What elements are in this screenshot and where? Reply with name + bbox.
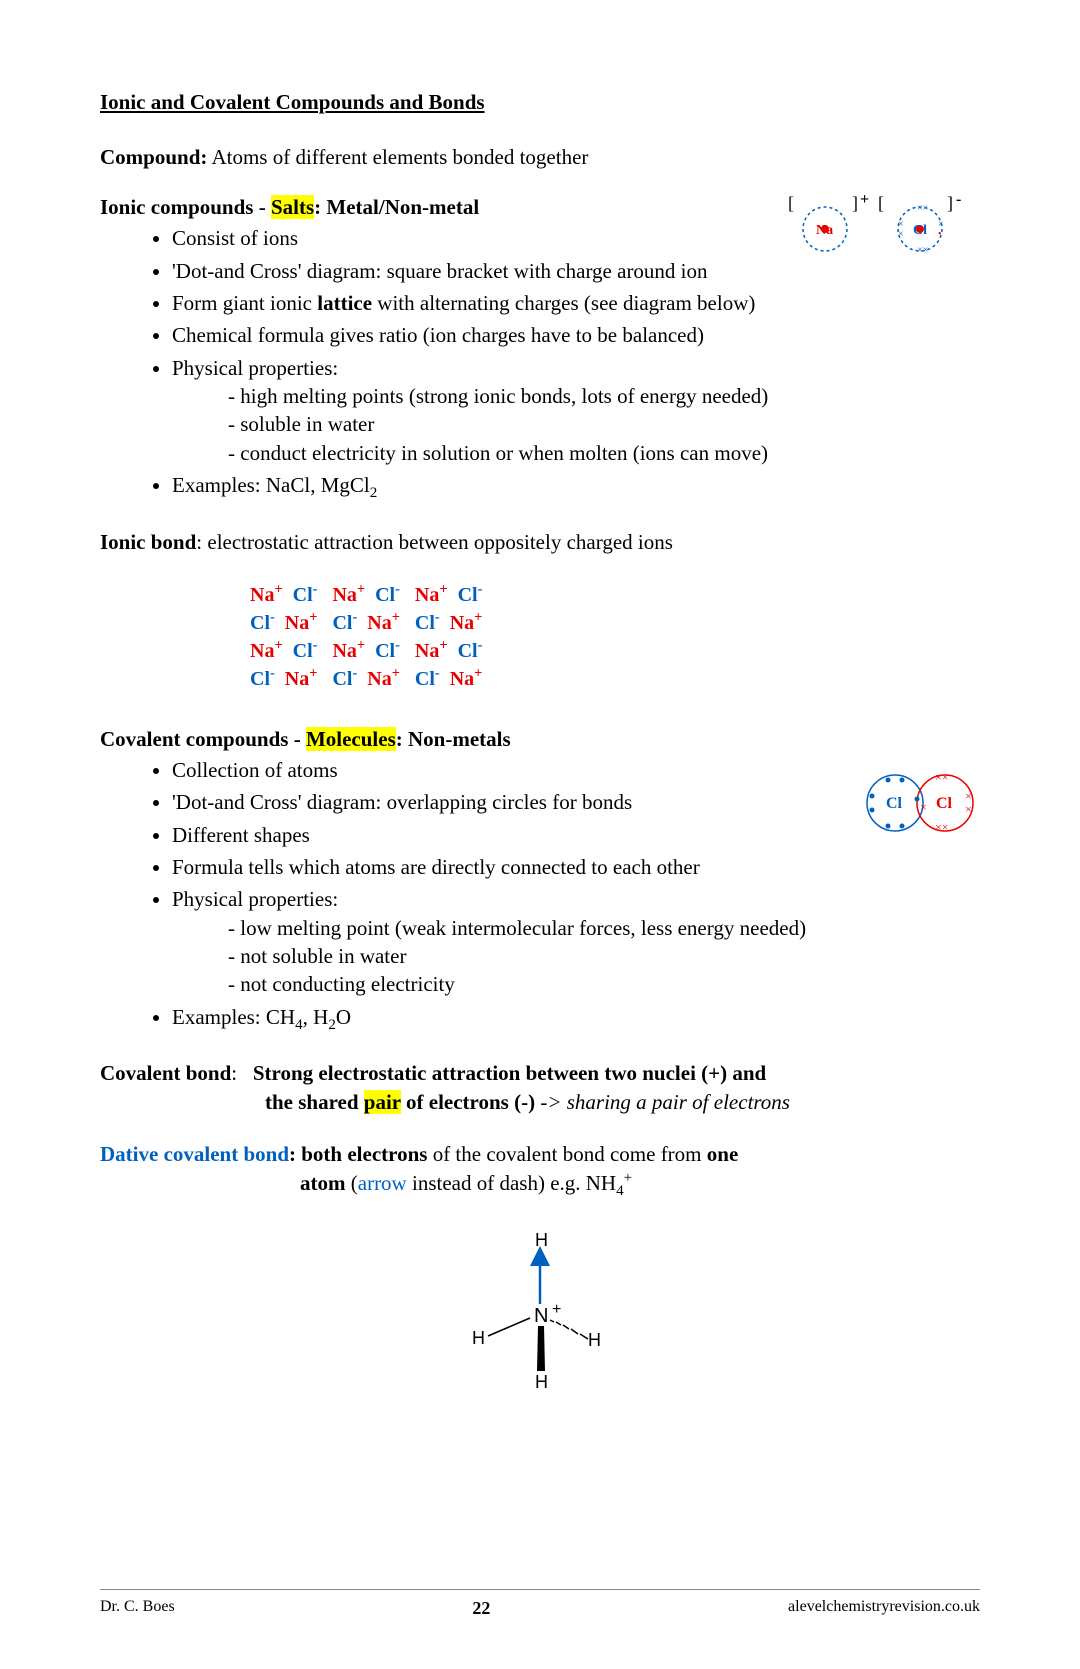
text: with alternating charges (see diagram be… [372, 291, 755, 315]
ionic-head-prefix: Ionic compounds - [100, 195, 271, 219]
sub-item: - high melting points (strong ionic bond… [172, 382, 980, 410]
subscript: 2 [370, 485, 378, 501]
svg-text:Cl: Cl [936, 795, 953, 812]
svg-text:×: × [920, 800, 927, 814]
svg-text:-: - [956, 191, 961, 208]
subscript: 4 [616, 1184, 624, 1200]
dative-bond-definition: Dative covalent bond: both electrons of … [100, 1140, 980, 1202]
ionic-bond-label: Ionic bond [100, 530, 196, 554]
compound-label: Compound: [100, 145, 207, 169]
svg-text:×: × [965, 789, 972, 803]
cov-bond-label: Covalent bond [100, 1061, 231, 1085]
list-item: Chemical formula gives ratio (ion charge… [172, 321, 980, 349]
text: Physical properties: [172, 887, 338, 911]
text: Form giant ionic [172, 291, 317, 315]
list-item: Examples: CH4, H2O [172, 1003, 980, 1036]
nh4-diagram: N + H H H H [100, 1226, 980, 1402]
svg-text:×: × [965, 802, 972, 816]
text: 'Dot-and Cross' diagram: overlapping cir… [172, 790, 632, 814]
text: Physical properties: [172, 356, 338, 380]
svg-text:××: ×× [917, 245, 928, 256]
h-atom: H [588, 1330, 601, 1350]
svg-text:Cl: Cl [886, 795, 903, 812]
ionic-dot-cross-diagram: [ Na ] + [ Cl ×× ×× × × × • ] - [780, 189, 980, 275]
text: Examples: NaCl, MgCl [172, 473, 370, 497]
list-item: Formula tells which atoms are directly c… [172, 853, 980, 881]
ionic-head-suffix: : Metal/Non-metal [314, 195, 479, 219]
svg-text:•: • [938, 229, 942, 240]
text-highlight: pair [364, 1090, 401, 1114]
page-title: Ionic and Covalent Compounds and Bonds [100, 90, 980, 115]
dative-label: Dative covalent bond [100, 1142, 289, 1166]
compound-def-text: Atoms of different elements bonded toget… [207, 145, 588, 169]
text: Examples: CH [172, 1005, 295, 1029]
cov-head-prefix: Covalent compounds - [100, 727, 306, 751]
svg-text:+: + [860, 191, 869, 208]
text: the shared [265, 1090, 364, 1114]
svg-text:×: × [898, 229, 904, 240]
svg-text:]: ] [852, 193, 858, 213]
footer-author: Dr. C. Boes [100, 1598, 175, 1619]
text: of the covalent bond come from [427, 1142, 706, 1166]
list-item: Physical properties: - low melting point… [172, 885, 980, 998]
list-item: Form giant ionic lattice with alternatin… [172, 289, 980, 317]
cov-bond-line1: Strong electrostatic attraction between … [253, 1061, 766, 1085]
h-atom: H [535, 1230, 548, 1250]
svg-text:××: ×× [935, 820, 949, 834]
ionic-bond-text: : electrostatic attraction between oppos… [196, 530, 673, 554]
h-atom: H [472, 1328, 485, 1348]
covalent-bond-definition: Covalent bond: Strong electrostatic attr… [100, 1059, 980, 1116]
text-bold: lattice [317, 291, 372, 315]
svg-text:[: [ [878, 193, 884, 213]
n-atom: N [534, 1305, 548, 1327]
footer-url: alevelchemistryrevision.co.uk [788, 1598, 980, 1619]
page-footer: Dr. C. Boes 22 alevelchemistryrevision.c… [100, 1589, 980, 1619]
sub-item: - conduct electricity in solution or whe… [172, 439, 980, 467]
text: , H [303, 1005, 329, 1029]
ionic-head-highlight: Salts [271, 195, 314, 219]
covalent-compounds-header: Covalent compounds - Molecules: Non-meta… [100, 727, 980, 752]
svg-text:]: ] [947, 193, 953, 213]
ionic-lattice-diagram: Na+Cl- Na+Cl- Na+Cl- Cl-Na+ Cl-Na+ Cl-Na… [250, 580, 980, 693]
cov-head-highlight: Molecules [306, 727, 396, 751]
text: O [336, 1005, 351, 1029]
svg-text:××: ×× [935, 770, 949, 784]
svg-text:+: + [552, 1301, 561, 1318]
covalent-dot-cross-diagram: Cl Cl × ×× ×× × × [850, 768, 990, 845]
text: of electrons (-) [401, 1090, 535, 1114]
list-item: Examples: NaCl, MgCl2 [172, 471, 980, 504]
ionic-bond-definition: Ionic bond: electrostatic attraction bet… [100, 528, 980, 556]
text: both electrons [301, 1142, 427, 1166]
text: ( [346, 1171, 358, 1195]
text: one [707, 1142, 739, 1166]
text: : [289, 1142, 301, 1166]
list-item: 'Dot-and Cross' diagram: overlapping cir… [172, 788, 980, 816]
cov-head-suffix: : Non-metals [396, 727, 511, 751]
compound-definition: Compound: Atoms of different elements bo… [100, 143, 980, 171]
text: instead of dash) e.g. NH [407, 1171, 616, 1195]
footer-page-number: 22 [472, 1598, 490, 1619]
sub-item: - low melting point (weak intermolecular… [172, 914, 980, 942]
text: -> [535, 1090, 567, 1114]
sub-item: - soluble in water [172, 410, 980, 438]
sub-item: - not soluble in water [172, 942, 980, 970]
text: atom [300, 1171, 346, 1195]
text-italic: sharing a pair of electrons [567, 1090, 790, 1114]
sub-item: - not conducting electricity [172, 970, 980, 998]
text-blue: arrow [358, 1171, 407, 1195]
subscript: 2 [328, 1017, 336, 1033]
na-label: Na [816, 223, 833, 238]
superscript: + [624, 1170, 633, 1186]
svg-text:[: [ [788, 193, 794, 213]
text: : [231, 1061, 237, 1085]
subscript: 4 [295, 1017, 303, 1033]
covalent-bullets: Collection of atoms 'Dot-and Cross' diag… [100, 756, 980, 1035]
cl-label: Cl [913, 223, 927, 238]
list-item: Physical properties: - high melting poin… [172, 354, 980, 467]
svg-text:××: ×× [917, 203, 928, 214]
h-atom: H [535, 1372, 548, 1392]
